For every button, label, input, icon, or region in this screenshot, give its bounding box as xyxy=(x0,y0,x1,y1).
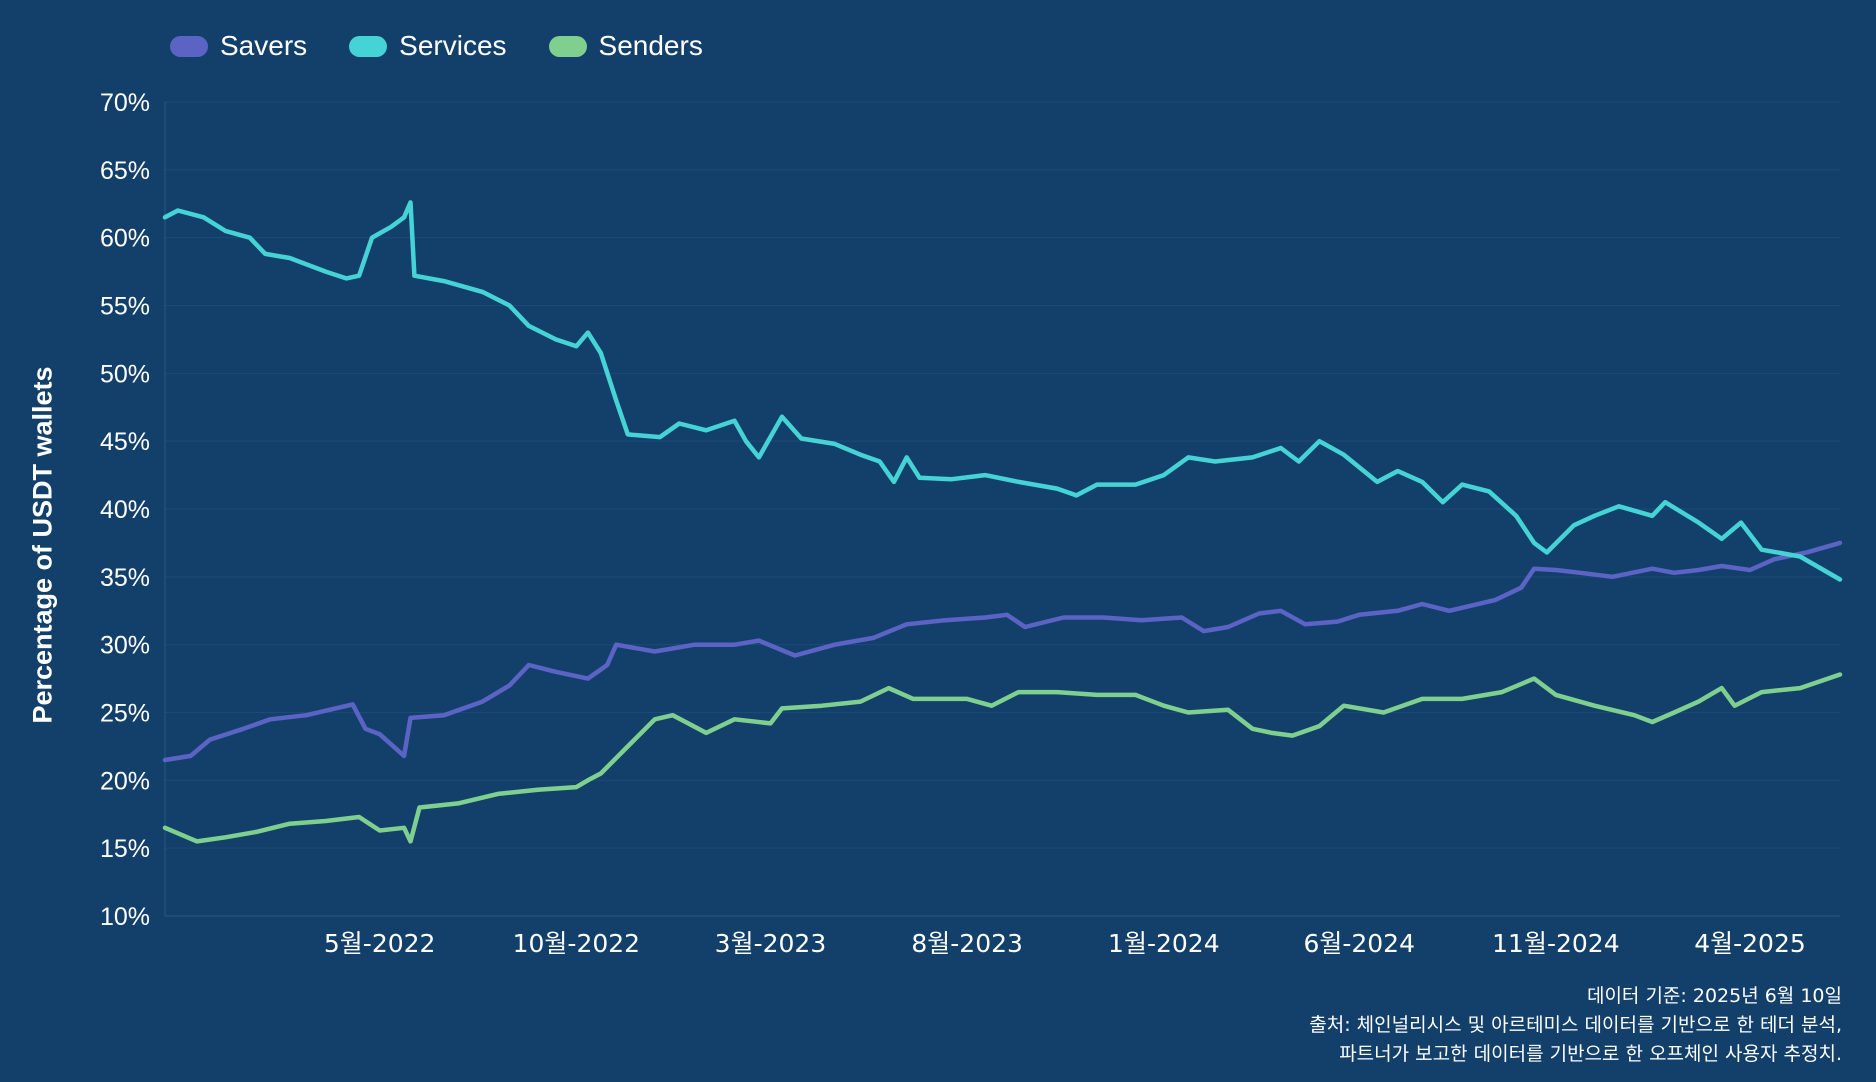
y-tick-label: 65% xyxy=(100,157,150,185)
x-tick-label: 4월-2025 xyxy=(1694,929,1806,958)
grid-lines xyxy=(165,101,1840,917)
y-tick-label: 50% xyxy=(100,360,150,388)
y-tick-label: 10% xyxy=(100,903,150,931)
legend-label-savers: Savers xyxy=(220,30,308,61)
y-tick-label: 60% xyxy=(100,225,150,253)
source-notes: 데이터 기준: 2025년 6월 10일 출처: 체인널리시스 및 아르테미스 … xyxy=(1309,982,1842,1069)
x-tick-label: 3월-2023 xyxy=(715,929,827,958)
y-tick-label: 45% xyxy=(100,428,150,456)
source-note-line-1: 출처: 체인널리시스 및 아르테미스 데이터를 기반으로 한 테더 분석, xyxy=(1309,1014,1842,1036)
y-tick-label: 35% xyxy=(100,564,150,592)
legend-swatch-services xyxy=(349,35,388,57)
y-tick-label: 30% xyxy=(100,632,150,660)
y-tick-label: 20% xyxy=(100,767,150,795)
y-tick-labels: 10% 15% 20% 25% 30% 35% 40% 45% 50% 55% 60% 65% 70% xyxy=(100,89,150,931)
legend-swatch-senders xyxy=(548,35,587,57)
legend-item-senders[interactable]: Senders xyxy=(548,30,703,62)
y-tick-label: 55% xyxy=(100,293,150,321)
y-tick-label: 15% xyxy=(100,835,150,863)
series-line-savers xyxy=(162,540,1843,763)
y-tick-label: 40% xyxy=(100,496,150,524)
legend: Savers Services Senders xyxy=(170,26,703,66)
legend-label-services: Services xyxy=(399,30,507,61)
x-tick-label: 5월-2022 xyxy=(324,929,436,958)
x-tick-label: 8월-2023 xyxy=(911,929,1023,958)
data-date-note: 데이터 기준: 2025년 6월 10일 xyxy=(1586,985,1842,1007)
axes xyxy=(164,102,1840,917)
series-line-senders xyxy=(162,672,1843,844)
series-lines xyxy=(162,200,1843,844)
legend-swatch-savers xyxy=(170,35,208,57)
x-tick-labels: 5월-2022 10월-2022 3월-2023 8월-2023 1월-2024 6월-2… xyxy=(324,929,1806,958)
x-tick-label: 10월-2022 xyxy=(513,929,640,958)
x-tick-label: 1월-2024 xyxy=(1108,929,1220,958)
y-tick-label: 25% xyxy=(100,700,150,728)
legend-item-services[interactable]: Services xyxy=(349,30,507,62)
x-tick-label: 6월-2024 xyxy=(1303,929,1415,958)
y-axis-title: Percentage of USDT wallets xyxy=(27,366,58,724)
series-line-services xyxy=(162,200,1843,582)
legend-item-savers[interactable]: Savers xyxy=(170,30,307,62)
source-note-line-2: 파트너가 보고한 데이터를 기반으로 한 오프체인 사용자 추정치. xyxy=(1339,1043,1842,1065)
legend-label-senders: Senders xyxy=(598,30,703,61)
x-tick-label: 11월-2024 xyxy=(1492,929,1619,958)
y-tick-label: 70% xyxy=(100,89,150,117)
